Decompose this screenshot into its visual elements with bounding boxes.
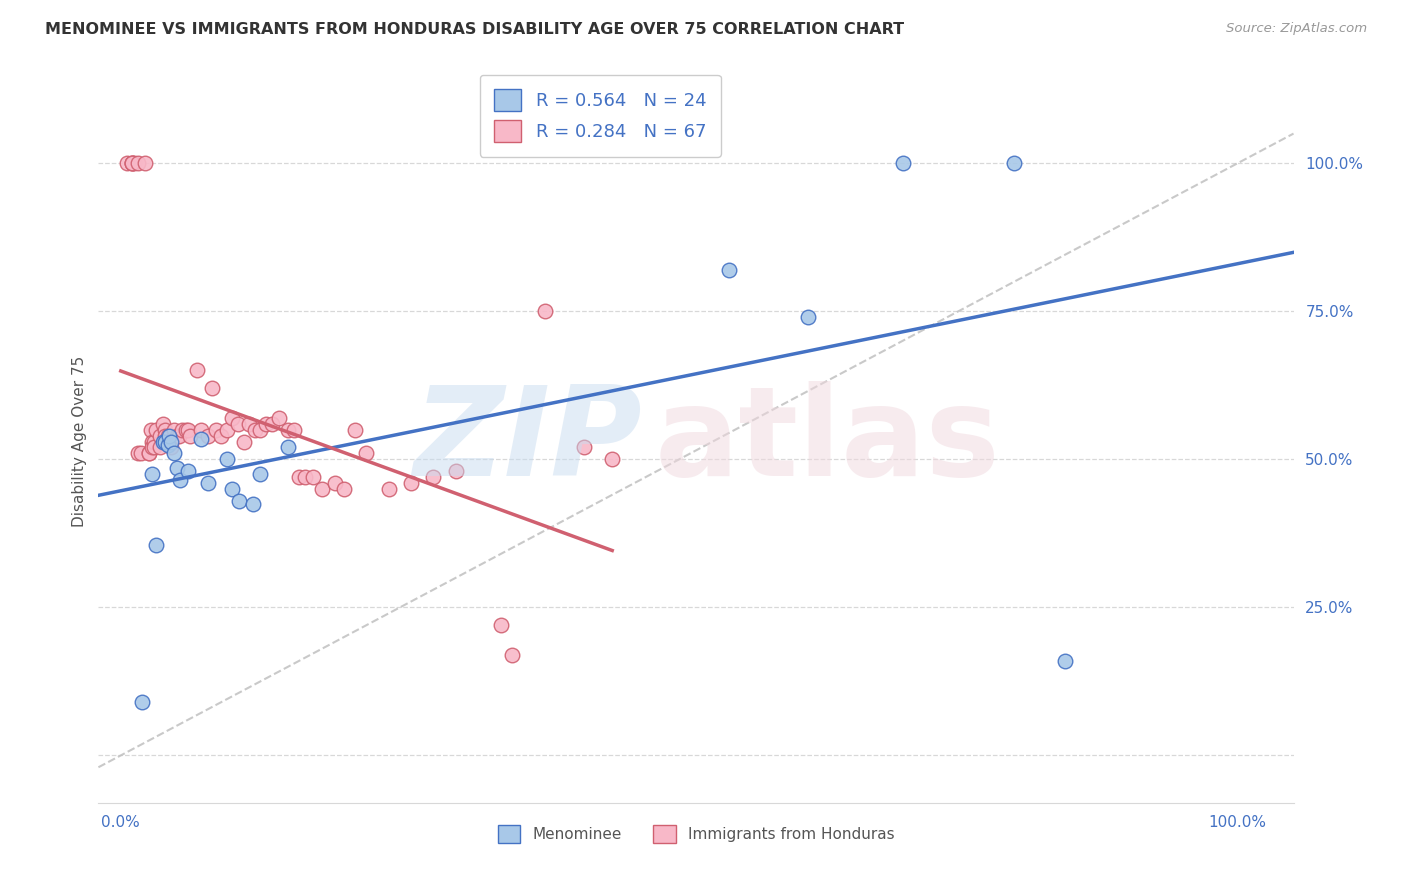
Point: [323, 475, 346, 490]
Point: [152, 434, 174, 449]
Point: [260, 417, 283, 431]
Point: [177, 464, 200, 478]
Point: [489, 618, 512, 632]
Point: [172, 423, 194, 437]
Point: [121, 156, 143, 170]
Point: [145, 538, 167, 552]
Point: [311, 482, 333, 496]
Point: [127, 156, 149, 170]
Point: [600, 452, 623, 467]
Point: [152, 417, 174, 431]
Point: [177, 423, 200, 437]
Point: [204, 423, 226, 437]
Point: [157, 434, 180, 449]
Point: [197, 428, 219, 442]
Point: [186, 363, 208, 377]
Point: [169, 473, 191, 487]
Point: [131, 695, 153, 709]
Y-axis label: Disability Age Over 75: Disability Age Over 75: [72, 356, 87, 527]
Point: [160, 441, 183, 455]
Point: [378, 482, 401, 496]
Point: [215, 452, 238, 467]
Point: [145, 423, 167, 437]
Point: [190, 432, 212, 446]
Point: [221, 410, 243, 425]
Legend: Menominee, Immigrants from Honduras: Menominee, Immigrants from Honduras: [492, 819, 900, 849]
Point: [249, 423, 271, 437]
Point: [127, 446, 149, 460]
Point: [166, 461, 188, 475]
Point: [141, 434, 163, 449]
Point: [269, 410, 291, 425]
Point: [149, 428, 172, 442]
Text: Source: ZipAtlas.com: Source: ZipAtlas.com: [1226, 22, 1367, 36]
Point: [1053, 654, 1076, 668]
Point: [156, 428, 179, 442]
Point: [243, 423, 266, 437]
Point: [141, 441, 163, 455]
Point: [141, 467, 163, 482]
Point: [201, 381, 224, 395]
Point: [155, 428, 177, 442]
Point: [167, 428, 190, 442]
Point: [163, 423, 186, 437]
Point: [422, 470, 444, 484]
Point: [190, 423, 212, 437]
Point: [1002, 156, 1025, 170]
Point: [277, 441, 299, 455]
Point: [574, 441, 596, 455]
Point: [221, 482, 243, 496]
Text: atlas: atlas: [654, 381, 1000, 502]
Point: [197, 475, 219, 490]
Point: [302, 470, 325, 484]
Point: [157, 428, 180, 442]
Point: [399, 475, 422, 490]
Point: [718, 262, 741, 277]
Point: [155, 423, 177, 437]
Point: [143, 434, 166, 449]
Point: [232, 434, 254, 449]
Point: [333, 482, 356, 496]
Point: [143, 441, 166, 455]
Point: [796, 310, 818, 325]
Point: [138, 446, 160, 460]
Point: [242, 497, 264, 511]
Point: [121, 156, 143, 170]
Point: [444, 464, 467, 478]
Point: [139, 423, 162, 437]
Point: [277, 423, 299, 437]
Point: [283, 423, 305, 437]
Point: [122, 156, 145, 170]
Point: [534, 304, 557, 318]
Point: [121, 156, 143, 170]
Point: [163, 446, 186, 460]
Point: [155, 434, 177, 449]
Point: [179, 428, 201, 442]
Point: [249, 467, 271, 482]
Point: [294, 470, 316, 484]
Point: [209, 428, 232, 442]
Point: [160, 434, 183, 449]
Point: [166, 428, 188, 442]
Point: [215, 423, 238, 437]
Point: [344, 423, 367, 437]
Text: ZIP: ZIP: [413, 381, 643, 502]
Point: [254, 417, 277, 431]
Text: MENOMINEE VS IMMIGRANTS FROM HONDURAS DISABILITY AGE OVER 75 CORRELATION CHART: MENOMINEE VS IMMIGRANTS FROM HONDURAS DI…: [45, 22, 904, 37]
Point: [226, 417, 249, 431]
Point: [129, 446, 152, 460]
Point: [117, 156, 139, 170]
Point: [149, 441, 172, 455]
Point: [356, 446, 378, 460]
Point: [134, 156, 156, 170]
Point: [501, 648, 523, 662]
Point: [228, 493, 250, 508]
Point: [238, 417, 260, 431]
Point: [288, 470, 311, 484]
Point: [156, 437, 179, 451]
Point: [174, 423, 197, 437]
Point: [891, 156, 914, 170]
Point: [138, 446, 160, 460]
